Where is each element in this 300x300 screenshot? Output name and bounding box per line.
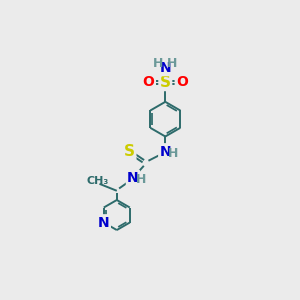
Text: O: O (176, 75, 188, 89)
Text: CH₃: CH₃ (86, 176, 108, 186)
Text: N: N (98, 215, 110, 230)
Text: H: H (168, 147, 178, 160)
Text: H: H (153, 57, 164, 70)
Text: O: O (143, 75, 154, 89)
Text: S: S (160, 75, 171, 90)
Text: N: N (160, 61, 171, 75)
Text: H: H (167, 57, 177, 70)
Text: S: S (124, 144, 135, 159)
Text: H: H (136, 173, 146, 186)
Text: N: N (127, 171, 139, 185)
Text: N: N (160, 145, 171, 158)
